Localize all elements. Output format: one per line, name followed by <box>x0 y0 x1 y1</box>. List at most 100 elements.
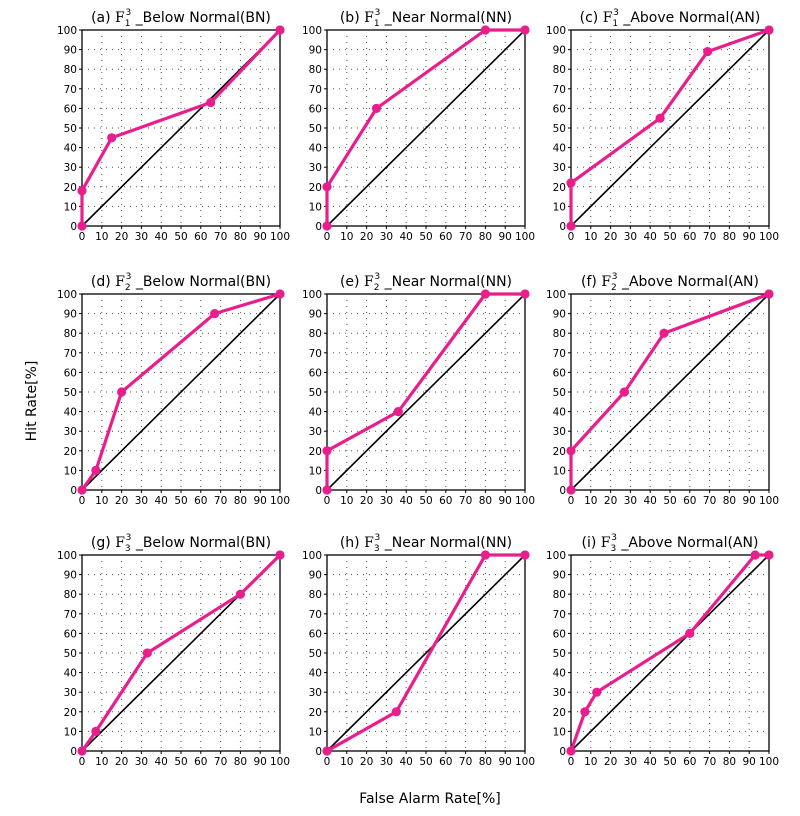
x-tick-label: 100 <box>270 495 290 507</box>
y-tick-label: 0 <box>70 746 77 758</box>
y-tick-label: 40 <box>309 668 322 680</box>
x-tick-label: 50 <box>174 756 187 768</box>
chart-panel-g: 0 10 20 30 40 50 60 70 80 90 100010203040506070809… <box>57 533 290 768</box>
x-tick-label: 10 <box>95 231 108 243</box>
x-tick-label: 40 <box>644 231 657 243</box>
x-tick-label: 80 <box>723 495 736 507</box>
roc-data-point <box>91 726 101 737</box>
roc-data-point <box>206 97 216 108</box>
x-tick-label: 90 <box>254 231 267 243</box>
x-tick-label: 60 <box>194 231 207 243</box>
x-tick-label: 0 <box>79 495 86 507</box>
title-variable: F <box>603 10 613 26</box>
title-superscript: 3 <box>374 272 380 282</box>
y-tick-label: 100 <box>57 550 77 562</box>
title-superscript: 3 <box>375 8 381 18</box>
x-tick-label: 30 <box>624 495 637 507</box>
diagonal-reference-line <box>326 293 526 491</box>
roc-series-line <box>325 553 527 753</box>
y-tick-label: 50 <box>309 387 322 399</box>
chart-panel-f: 0 10 20 30 40 50 60 70 80 90 100010203040506070809… <box>546 272 779 507</box>
roc-data-point <box>764 289 774 299</box>
y-tick-label: 80 <box>64 589 77 601</box>
x-tick-label: 70 <box>703 231 716 243</box>
x-tick-label: 80 <box>234 495 247 507</box>
y-tick-label: 20 <box>309 182 322 194</box>
x-tick-label: 80 <box>234 756 247 768</box>
x-tick-label: 30 <box>624 756 637 768</box>
y-tick-label: 50 <box>309 123 322 135</box>
chart-panel-a: 0 10 20 30 40 50 60 70 80 90 100010203040506070809… <box>57 8 290 243</box>
roc-data-point <box>580 707 590 717</box>
title-subscript: 1 <box>374 19 380 29</box>
x-tick-label: 10 <box>95 495 108 507</box>
title-superscript: 3 <box>613 8 619 18</box>
title-superscript: 3 <box>126 272 132 282</box>
roc-data-point <box>520 289 530 299</box>
roc-data-point <box>480 550 490 560</box>
title-subscript: 3 <box>611 544 617 554</box>
y-tick-label: 70 <box>64 609 77 621</box>
y-tick-label: 50 <box>64 387 77 399</box>
y-tick-label: 100 <box>57 289 77 301</box>
x-tick-label: 70 <box>214 756 227 768</box>
roc-data-point <box>275 289 285 299</box>
x-tick-label: 20 <box>604 495 617 507</box>
chart-panel-d: 0 10 20 30 40 50 60 70 80 90 100010203040506070809… <box>57 272 290 507</box>
x-tick-label: 60 <box>683 756 696 768</box>
roc-data-point <box>703 46 713 57</box>
y-tick-label: 90 <box>309 570 322 582</box>
x-tick-label: 70 <box>459 231 472 243</box>
x-tick-label: 80 <box>479 231 492 243</box>
x-tick-label: 90 <box>743 231 756 243</box>
x-tick-label: 100 <box>515 495 535 507</box>
roc-data-point <box>393 407 403 417</box>
roc-data-point <box>566 178 576 188</box>
x-tick-label: 70 <box>703 756 716 768</box>
roc-data-point <box>107 133 117 143</box>
x-tick-label: 60 <box>439 231 452 243</box>
x-tick-label: 40 <box>400 231 413 243</box>
y-tick-label: 40 <box>553 668 566 680</box>
title-prefix: (g) <box>91 535 115 551</box>
x-tick-label: 0 <box>79 756 86 768</box>
x-tick-label: 0 <box>79 231 86 243</box>
roc-data-point <box>275 550 285 560</box>
x-axis-label: False Alarm Rate[%] <box>359 791 501 807</box>
x-tick-label: 30 <box>380 231 393 243</box>
roc-data-point <box>655 113 665 123</box>
diagonal-reference-line <box>326 29 526 227</box>
title-variable: F <box>115 535 125 551</box>
panel-title: (e) F23 _Near Normal(NN) <box>340 272 512 293</box>
roc-data-point <box>210 309 220 319</box>
title-variable: F <box>115 10 125 26</box>
roc-data-point <box>77 746 87 756</box>
y-tick-label: 50 <box>553 387 566 399</box>
y-tick-label: 20 <box>64 182 77 194</box>
panel-title: (b) F13 _Near Normal(NN) <box>340 8 512 29</box>
roc-data-point <box>520 550 530 560</box>
panel-title: (c) F13 _Above Normal(AN) <box>580 8 761 29</box>
y-tick-label: 50 <box>309 648 322 660</box>
chart-panel-h: 0 10 20 30 40 50 60 70 80 90 100010203040506070809… <box>302 533 535 768</box>
y-tick-label: 0 <box>70 221 77 233</box>
panel-title: (a) F13 _Below Normal(BN) <box>91 8 271 29</box>
x-tick-label: 30 <box>135 231 148 243</box>
diagonal-reference-line <box>81 293 281 491</box>
y-tick-label: 60 <box>309 103 322 115</box>
title-variable: F <box>364 10 374 26</box>
title-prefix: (d) <box>91 274 115 290</box>
roc-data-point <box>77 186 87 196</box>
y-tick-label: 20 <box>309 446 322 458</box>
y-tick-label: 30 <box>553 162 566 174</box>
title-prefix: (e) <box>340 274 364 290</box>
title-suffix: _Above Normal(AN) <box>618 274 759 290</box>
x-tick-label: 100 <box>759 495 779 507</box>
y-tick-label: 70 <box>309 84 322 96</box>
x-tick-label: 10 <box>95 756 108 768</box>
x-tick-label: 50 <box>419 495 432 507</box>
title-subscript: 2 <box>125 283 131 293</box>
x-tick-label: 50 <box>663 495 676 507</box>
x-tick-label: 20 <box>115 756 128 768</box>
y-tick-label: 20 <box>553 182 566 194</box>
